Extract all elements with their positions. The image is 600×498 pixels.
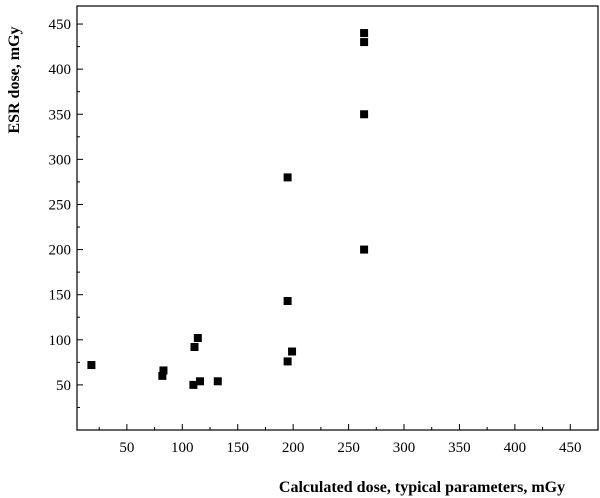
data-point: [360, 38, 369, 47]
x-tick-label: 150: [226, 440, 249, 456]
x-tick-label: 450: [559, 440, 582, 456]
x-tick-label: 300: [393, 440, 416, 456]
data-point: [158, 371, 167, 380]
data-point: [288, 347, 297, 356]
y-axis-ticks: 50 100 150 200 250 300 350 400 450: [49, 17, 83, 408]
x-tick-label: 200: [282, 440, 305, 456]
y-tick-label: 200: [49, 243, 72, 259]
data-point: [196, 377, 205, 386]
y-tick-label: 450: [49, 17, 72, 33]
x-axis-ticks: 50 100 150 200 250 300 350 400 450: [98, 424, 582, 456]
data-point: [360, 110, 369, 119]
data-points: [87, 29, 369, 389]
y-axis-title: ESR dose, mGy: [6, 26, 23, 133]
data-point: [360, 29, 369, 38]
data-point: [87, 361, 96, 370]
data-point: [283, 173, 292, 182]
y-tick-label: 150: [49, 288, 72, 304]
x-axis-title: Calculated dose, typical parameters, mGy: [279, 479, 565, 496]
y-tick-label: 300: [49, 152, 72, 168]
x-tick-label: 400: [504, 440, 527, 456]
y-tick-label: 100: [49, 333, 72, 349]
data-point: [283, 296, 292, 305]
data-point: [190, 343, 199, 352]
y-tick-label: 250: [49, 197, 72, 213]
x-tick-label: 250: [337, 440, 360, 456]
data-point: [283, 357, 292, 366]
plot-frame: [76, 5, 599, 431]
data-point: [213, 377, 222, 386]
x-tick-label: 100: [171, 440, 194, 456]
data-point: [360, 245, 369, 254]
x-tick-label: 50: [119, 440, 134, 456]
plot-area-border: [76, 5, 599, 431]
x-tick-label: 350: [448, 440, 471, 456]
data-point: [189, 380, 198, 389]
y-tick-label: 400: [49, 62, 72, 78]
y-tick-label: 50: [56, 378, 71, 394]
data-point: [193, 333, 202, 342]
data-point: [159, 366, 168, 375]
y-tick-label: 350: [49, 107, 72, 123]
